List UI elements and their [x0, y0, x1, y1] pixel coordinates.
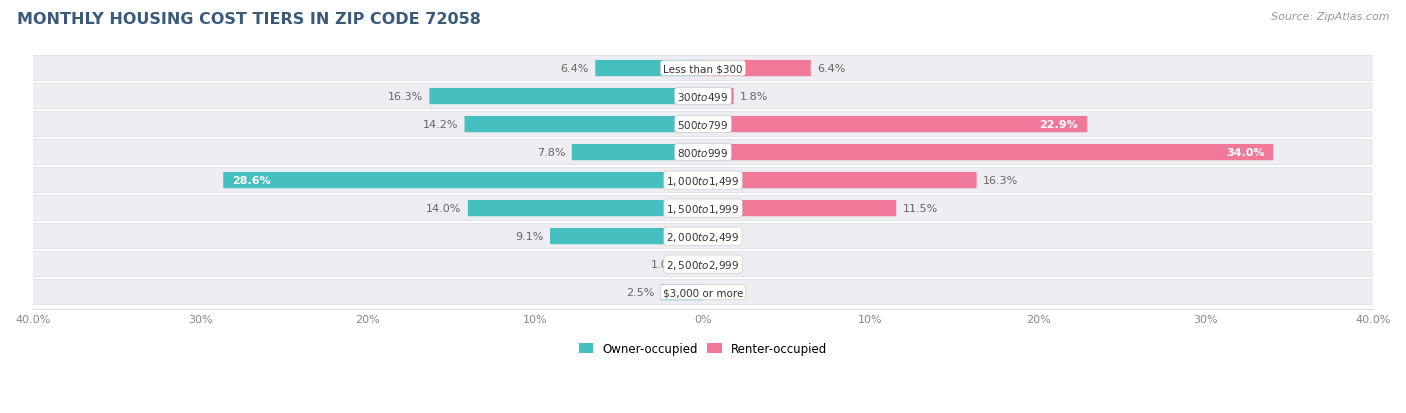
Text: 11.5%: 11.5% — [903, 204, 938, 214]
Text: Source: ZipAtlas.com: Source: ZipAtlas.com — [1271, 12, 1389, 22]
FancyBboxPatch shape — [464, 117, 703, 133]
Text: Less than $300: Less than $300 — [664, 64, 742, 74]
Text: $500 to $799: $500 to $799 — [678, 119, 728, 131]
Text: 14.2%: 14.2% — [423, 120, 458, 130]
Text: 7.8%: 7.8% — [537, 148, 565, 158]
FancyBboxPatch shape — [703, 173, 977, 189]
Text: 1.0%: 1.0% — [651, 259, 679, 269]
Text: $800 to $999: $800 to $999 — [678, 147, 728, 159]
Text: 0.0%: 0.0% — [710, 259, 738, 269]
FancyBboxPatch shape — [468, 200, 703, 217]
FancyBboxPatch shape — [32, 140, 1374, 165]
Text: 6.4%: 6.4% — [561, 64, 589, 74]
Text: 16.3%: 16.3% — [983, 176, 1018, 186]
Text: 16.3%: 16.3% — [388, 92, 423, 102]
FancyBboxPatch shape — [32, 84, 1374, 109]
Text: $2,500 to $2,999: $2,500 to $2,999 — [666, 258, 740, 271]
FancyBboxPatch shape — [703, 89, 734, 105]
FancyBboxPatch shape — [703, 117, 1087, 133]
FancyBboxPatch shape — [32, 196, 1374, 221]
Text: 14.0%: 14.0% — [426, 204, 461, 214]
FancyBboxPatch shape — [703, 145, 1274, 161]
Text: 2.5%: 2.5% — [626, 287, 654, 297]
Text: 34.0%: 34.0% — [1226, 148, 1264, 158]
Text: $2,000 to $2,499: $2,000 to $2,499 — [666, 230, 740, 243]
FancyBboxPatch shape — [686, 256, 703, 273]
FancyBboxPatch shape — [32, 252, 1374, 277]
FancyBboxPatch shape — [550, 228, 703, 244]
FancyBboxPatch shape — [32, 56, 1374, 81]
Text: $300 to $499: $300 to $499 — [678, 91, 728, 103]
Text: MONTHLY HOUSING COST TIERS IN ZIP CODE 72058: MONTHLY HOUSING COST TIERS IN ZIP CODE 7… — [17, 12, 481, 27]
Text: 1.8%: 1.8% — [740, 92, 768, 102]
FancyBboxPatch shape — [703, 200, 896, 217]
FancyBboxPatch shape — [32, 280, 1374, 305]
Text: 0.0%: 0.0% — [710, 287, 738, 297]
FancyBboxPatch shape — [429, 89, 703, 105]
Text: $1,000 to $1,499: $1,000 to $1,499 — [666, 174, 740, 187]
Text: 0.0%: 0.0% — [710, 232, 738, 242]
FancyBboxPatch shape — [224, 173, 703, 189]
FancyBboxPatch shape — [703, 61, 811, 77]
FancyBboxPatch shape — [32, 168, 1374, 193]
FancyBboxPatch shape — [32, 224, 1374, 249]
Text: 9.1%: 9.1% — [516, 232, 544, 242]
Text: 22.9%: 22.9% — [1039, 120, 1078, 130]
FancyBboxPatch shape — [661, 284, 703, 301]
Text: $1,500 to $1,999: $1,500 to $1,999 — [666, 202, 740, 215]
Legend: Owner-occupied, Renter-occupied: Owner-occupied, Renter-occupied — [574, 337, 832, 360]
Text: 28.6%: 28.6% — [232, 176, 271, 186]
Text: $3,000 or more: $3,000 or more — [662, 287, 744, 297]
FancyBboxPatch shape — [32, 112, 1374, 138]
Text: 6.4%: 6.4% — [817, 64, 845, 74]
FancyBboxPatch shape — [572, 145, 703, 161]
FancyBboxPatch shape — [595, 61, 703, 77]
